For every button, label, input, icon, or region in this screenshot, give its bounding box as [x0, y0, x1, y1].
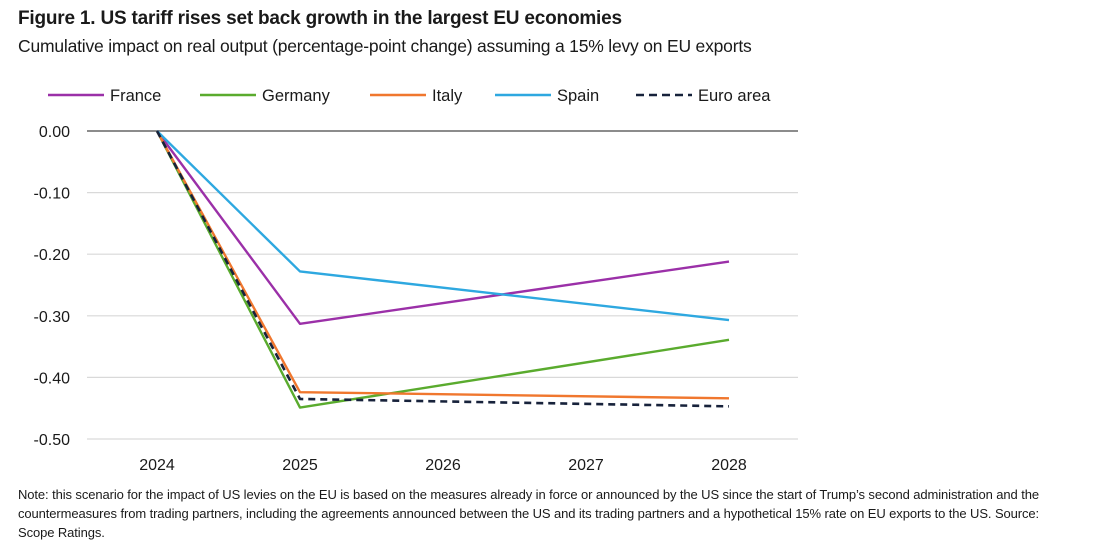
legend-label-france: France [110, 87, 161, 105]
x-tick-label: 2026 [425, 457, 461, 474]
x-tick-label: 2024 [139, 457, 175, 474]
legend-label-italy: Italy [432, 87, 463, 105]
footnote: Note: this scenario for the impact of US… [18, 487, 1040, 540]
y-axis-ticks: 0.00 -0.10 -0.20 -0.30 -0.40 -0.50 [34, 124, 71, 449]
y-tick-label: -0.10 [34, 186, 71, 203]
x-tick-label: 2028 [711, 457, 747, 474]
x-axis-ticks: 2024 2025 2026 2027 2028 [139, 457, 747, 474]
legend-label-germany: Germany [262, 87, 331, 105]
chart-subtitle: Cumulative impact on real output (percen… [18, 36, 752, 56]
chart-title: Figure 1. US tariff rises set back growt… [18, 8, 622, 29]
x-tick-label: 2025 [282, 457, 318, 474]
x-tick-label: 2027 [568, 457, 604, 474]
series-line-spain [156, 130, 730, 322]
line-chart: France Germany Italy Spain Euro area 0.00 -0.… [34, 87, 798, 474]
y-tick-label: -0.20 [34, 247, 71, 264]
gridlines [87, 130, 798, 440]
y-tick-label: -0.30 [34, 309, 71, 326]
legend: France Germany Italy Spain Euro area [48, 87, 771, 105]
y-tick-label: -0.40 [34, 370, 71, 387]
legend-label-euro-area: Euro area [698, 87, 771, 105]
series-line-france [156, 130, 730, 326]
legend-label-spain: Spain [557, 87, 599, 105]
series-line-italy [155, 130, 730, 400]
series-lines [155, 130, 730, 409]
series-line-germany [155, 130, 730, 409]
y-tick-label: 0.00 [39, 124, 70, 141]
series-line-euro-area [155, 130, 730, 408]
y-tick-label: -0.50 [34, 432, 71, 449]
